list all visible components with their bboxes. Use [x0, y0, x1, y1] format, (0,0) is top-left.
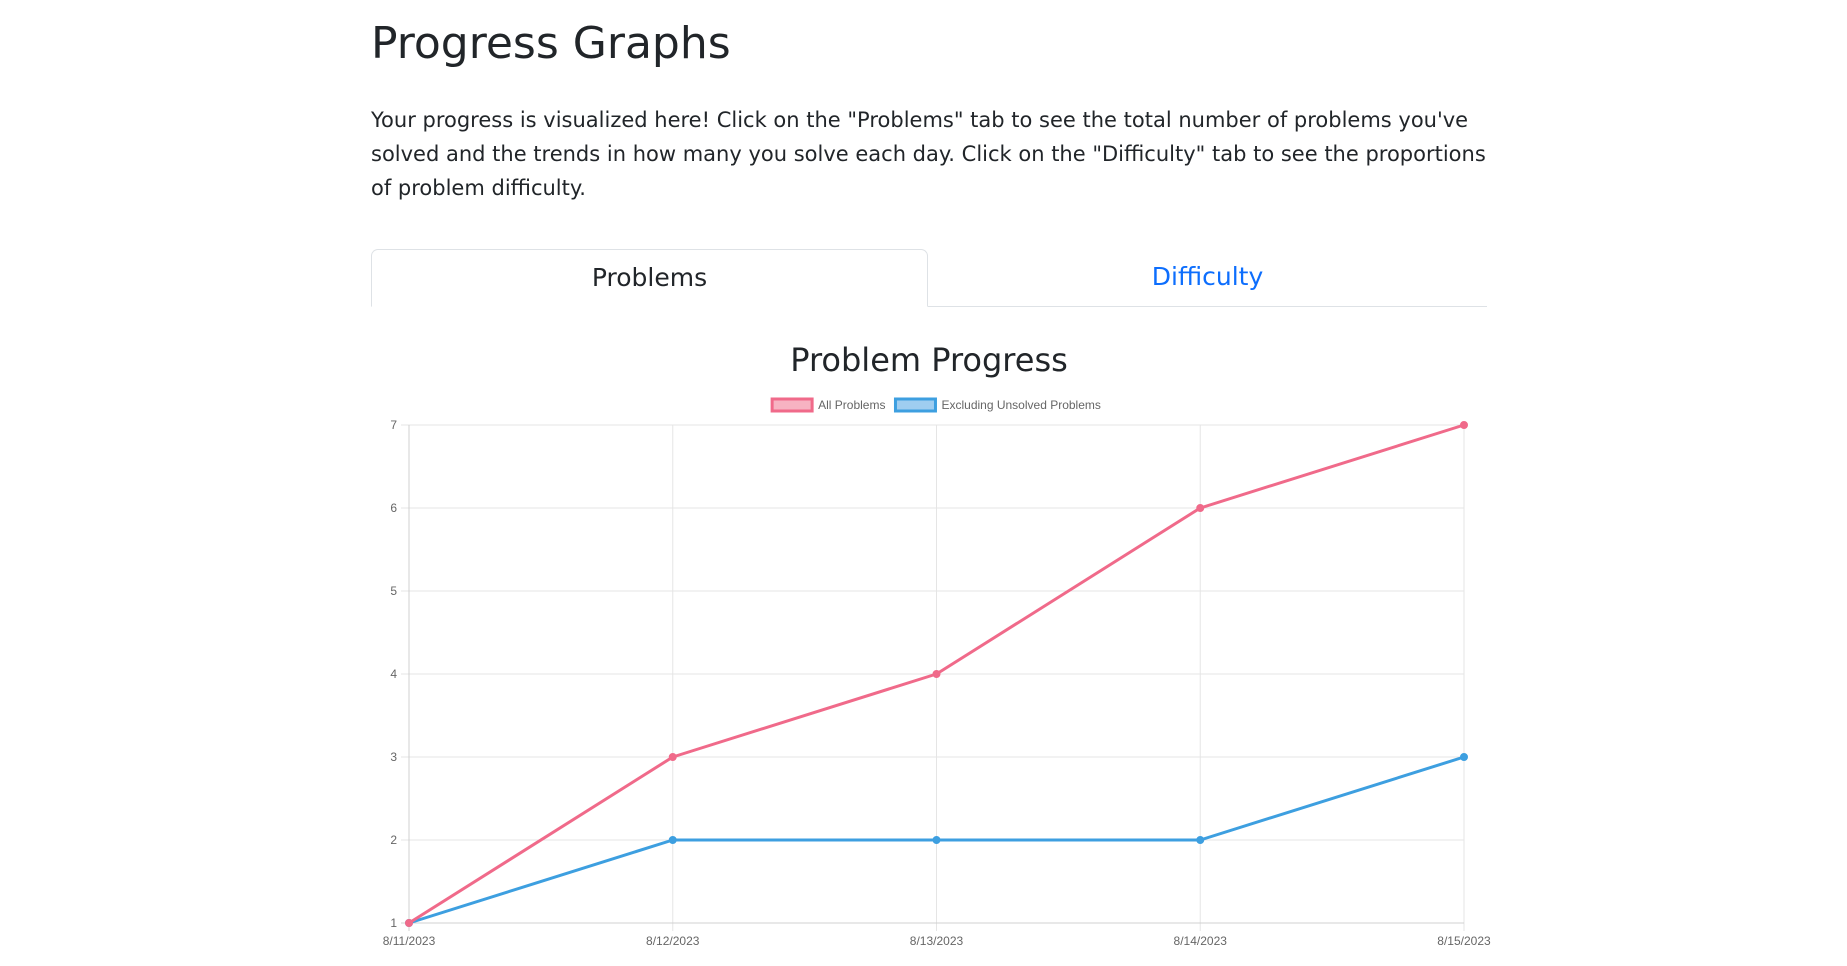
y-tick-label: 7 [390, 418, 397, 432]
data-point[interactable] [405, 919, 413, 927]
legend-item[interactable]: Excluding Unsolved Problems [893, 397, 1101, 413]
y-tick-label: 4 [390, 667, 397, 681]
legend-label: All Problems [818, 398, 885, 412]
page-title: Progress Graphs [371, 18, 731, 69]
chart-title: Problem Progress [790, 341, 1068, 379]
legend-swatch [770, 397, 814, 413]
series-line [408, 755, 1465, 925]
chart-grid [401, 424, 1465, 931]
data-point[interactable] [1460, 753, 1468, 761]
chart-series [405, 421, 1468, 927]
y-tick-label: 2 [390, 833, 397, 847]
x-tick-label: 8/14/2023 [1174, 934, 1228, 948]
x-tick-label: 8/12/2023 [646, 934, 700, 948]
chart-ticks: 1 2 3 4 5 6 7 8/11/2023 8/12/2023 8/13/2023 8/14/2… [383, 418, 1491, 948]
tab-difficulty[interactable]: Difficulty [1151, 262, 1264, 291]
intro-text: Your progress is visualized here! Click … [371, 108, 1486, 200]
x-tick-label: 8/11/2023 [383, 934, 436, 948]
data-point[interactable] [405, 919, 413, 927]
data-point[interactable] [1196, 504, 1205, 512]
data-point[interactable] [932, 670, 941, 678]
x-tick-label: 8/15/2023 [1437, 934, 1491, 948]
legend-label: Excluding Unsolved Problems [941, 398, 1100, 412]
x-tick-label: 8/13/2023 [910, 934, 964, 948]
chart-legend: All Problems Excluding Unsolved Problems [770, 397, 1101, 413]
data-point[interactable] [1196, 836, 1205, 844]
y-tick-label: 6 [390, 501, 397, 515]
data-point[interactable] [932, 836, 941, 844]
data-point[interactable] [1460, 421, 1468, 429]
legend-item[interactable]: All Problems [770, 397, 885, 413]
tab-bar: Problems Difficulty [371, 249, 1487, 307]
y-tick-label: 1 [390, 916, 397, 930]
y-tick-label: 5 [390, 584, 397, 598]
tab-problems[interactable]: Problems [371, 249, 928, 307]
data-point[interactable] [668, 836, 677, 844]
series-line [408, 423, 1465, 925]
data-point[interactable] [668, 753, 677, 761]
legend-swatch [893, 397, 937, 413]
y-tick-label: 3 [390, 750, 397, 764]
